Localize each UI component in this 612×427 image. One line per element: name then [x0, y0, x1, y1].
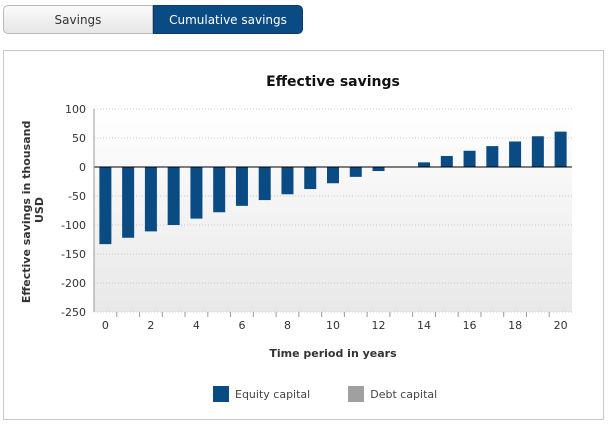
x-tick-label: 16	[463, 319, 477, 332]
legend-item-equity[interactable]: Equity capital	[213, 386, 310, 402]
bar-equity[interactable]	[281, 167, 294, 195]
tab-cumulative-savings[interactable]: Cumulative savings	[153, 5, 303, 34]
debt-swatch	[348, 386, 365, 402]
plot-area	[94, 109, 572, 312]
chart-title: Effective savings	[266, 74, 400, 90]
legend-label-equity: Equity capital	[235, 387, 311, 401]
x-axis-label: Time period in years	[269, 347, 397, 360]
bar-equity[interactable]	[235, 167, 248, 206]
y-tick-label: -200	[61, 277, 86, 290]
bar-equity[interactable]	[327, 167, 339, 184]
bar-equity[interactable]	[531, 136, 544, 167]
x-tick-label: 14	[417, 319, 431, 332]
bar-equity[interactable]	[144, 167, 157, 232]
tab-bar: Savings Cumulative savings	[3, 5, 303, 36]
y-tick-label: -50	[68, 190, 86, 203]
x-tick-label: 0	[102, 319, 109, 332]
x-tick-label: 18	[508, 319, 522, 332]
y-tick-label: 100	[65, 103, 86, 116]
bar-equity[interactable]	[463, 150, 476, 167]
y-tick-label: -250	[61, 306, 86, 319]
bar-equity[interactable]	[99, 167, 112, 245]
bar-equity[interactable]	[213, 167, 226, 213]
equity-swatch	[213, 386, 229, 402]
x-tick-label: 4	[193, 319, 200, 332]
bar-equity[interactable]	[304, 167, 317, 190]
tab-savings[interactable]: Savings	[3, 5, 153, 34]
legend-label-debt: Debt capital	[370, 387, 438, 401]
bar-equity[interactable]	[349, 167, 362, 177]
x-tick-label: 12	[372, 319, 386, 332]
bar-equity[interactable]	[372, 167, 385, 172]
bar-equity[interactable]	[486, 146, 499, 167]
bar-equity[interactable]	[440, 155, 453, 167]
bar-equity[interactable]	[190, 167, 203, 219]
y-tick-label: -100	[61, 219, 86, 232]
x-tick-label: 2	[147, 319, 154, 332]
bar-equity[interactable]	[509, 141, 522, 167]
bar-equity[interactable]	[258, 167, 271, 201]
y-tick-label: 50	[72, 132, 86, 145]
y-axis-label: Effective savings in thousand USD	[20, 117, 46, 303]
bar-equity[interactable]	[167, 167, 180, 225]
x-tick-label: 6	[238, 319, 245, 332]
x-tick-label: 8	[284, 319, 291, 332]
y-tick-label: -150	[61, 248, 86, 261]
legend: Equity capital Debt capital	[213, 386, 475, 402]
y-tick-label: 0	[79, 161, 86, 174]
bar-equity[interactable]	[554, 131, 567, 167]
bar-equity[interactable]	[418, 162, 431, 167]
x-tick-label: 20	[554, 319, 568, 332]
bar-equity[interactable]	[122, 167, 135, 238]
legend-item-debt[interactable]: Debt capital	[348, 386, 437, 402]
x-tick-label: 10	[326, 319, 340, 332]
